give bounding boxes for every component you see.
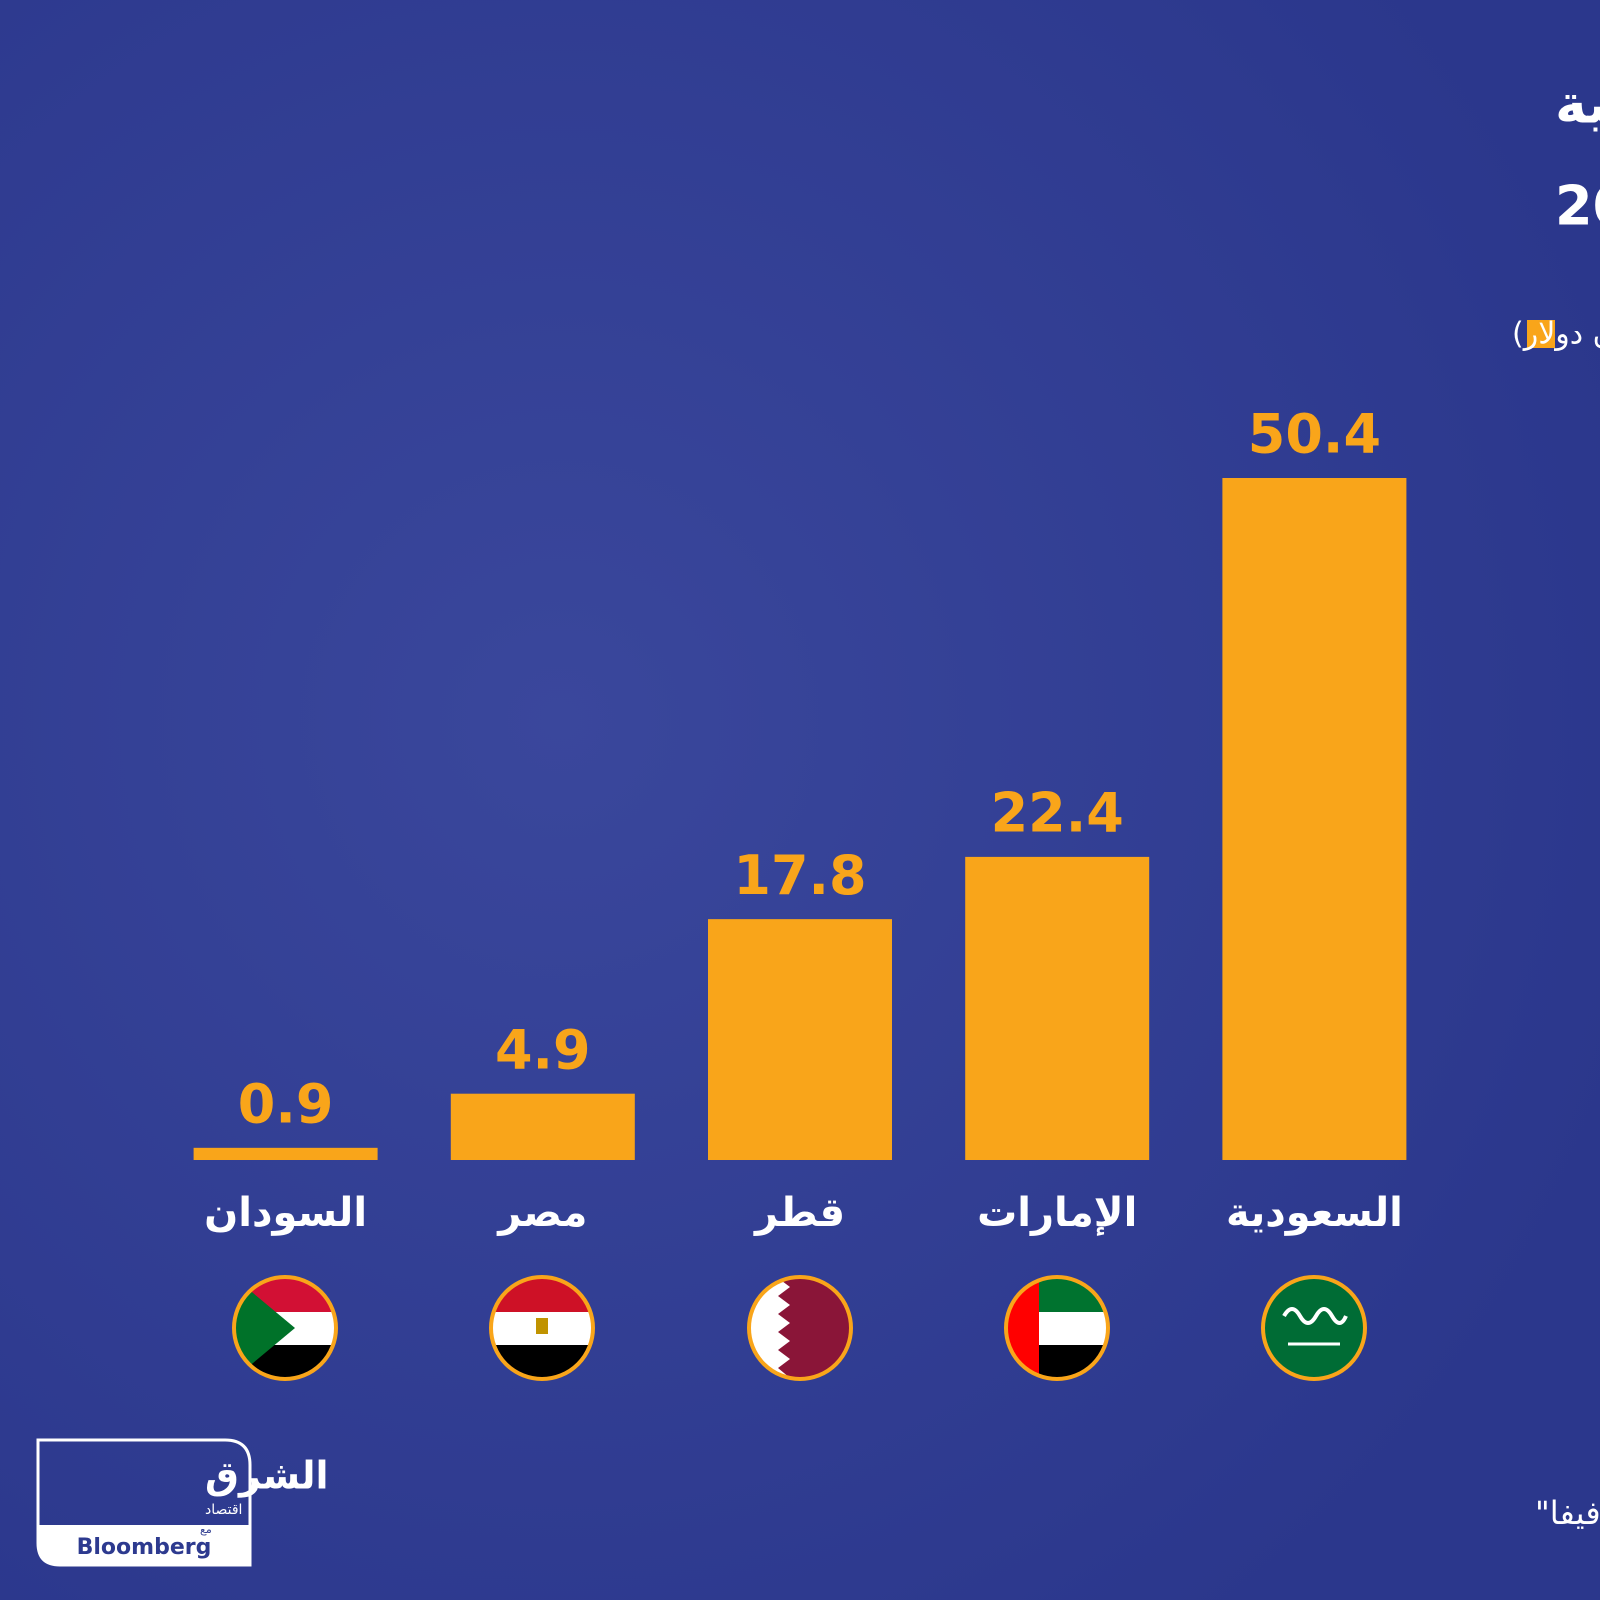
category-label: السعودية [1226,1190,1403,1236]
flag-uae [1004,1275,1110,1381]
legend-label: الإنفاق (مليون دولار) [1512,317,1600,352]
value-label: 17.8 [733,844,866,907]
category-label: السودان [204,1190,367,1236]
logo-sub: اقتصاد [205,1502,242,1518]
bar [193,1147,378,1160]
flags [232,1275,1367,1381]
value-label: 50.4 [1248,403,1381,466]
category-label: مصر [496,1190,587,1236]
flag-qatar [747,1275,853,1381]
flag-egypt [489,1275,595,1381]
bar [965,856,1150,1160]
legend-swatch [1527,320,1555,348]
logo-partner: Bloomberg [77,1535,212,1560]
bar [450,1093,635,1160]
logo-brand: الشرق [205,1454,329,1498]
value-label: 0.9 [238,1072,334,1135]
source: المصدر: الاتحاد الدولي لكرة القدم "فيفا" [1535,1494,1600,1532]
logo-with: مع [200,1523,212,1536]
chart-title: أندية السعودية الأعلى إنفاقاً في الدوريا… [1555,66,1600,136]
value-label: 4.9 [495,1018,591,1081]
logo: الشرق اقتصاد مع Bloomberg [36,1438,329,1567]
category-label: قطر [753,1190,845,1236]
chart-title: على ضم لاعبين بالانتقالات الخارجية في 20… [1555,175,1600,238]
bar [708,919,892,1160]
value-label: 22.4 [991,782,1124,845]
flag-saudi [1261,1275,1367,1381]
bar [1222,478,1407,1160]
category-label: الإمارات [977,1190,1137,1236]
flag-sudan [232,1275,338,1381]
